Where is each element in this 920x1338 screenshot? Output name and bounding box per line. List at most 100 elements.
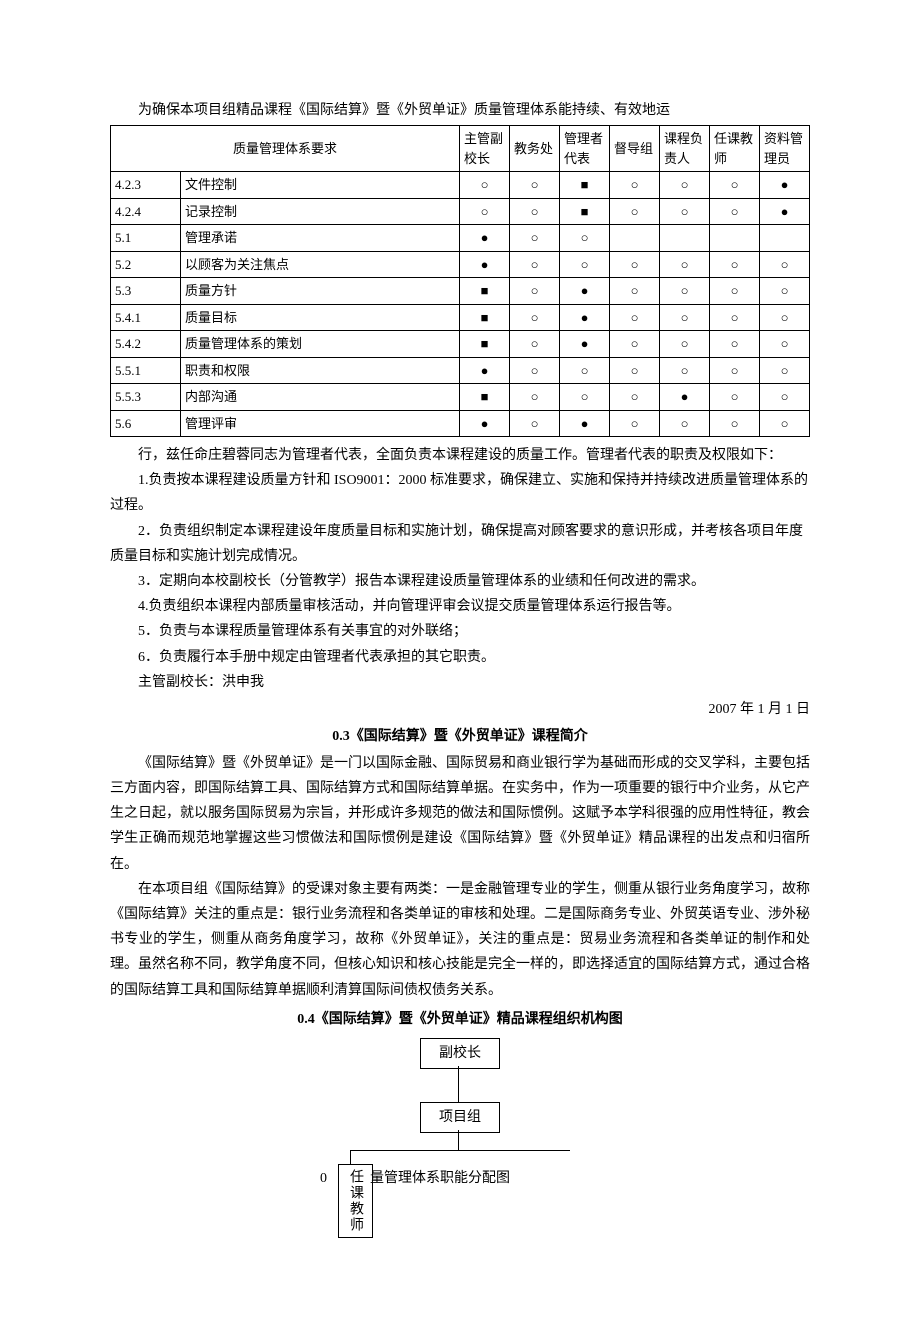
matrix-cell xyxy=(660,225,710,252)
table-row: 5.3质量方针■○●○○○○ xyxy=(111,278,810,305)
matrix-cell: ● xyxy=(760,198,810,225)
row-code: 4.2.3 xyxy=(111,172,181,199)
matrix-cell: ○ xyxy=(510,384,560,411)
row-code: 5.5.1 xyxy=(111,357,181,384)
matrix-cell: ○ xyxy=(710,410,760,437)
matrix-cell: ○ xyxy=(510,172,560,199)
table-row: 4.2.4记录控制○○■○○○● xyxy=(111,198,810,225)
matrix-cell: ○ xyxy=(760,357,810,384)
matrix-cell: ○ xyxy=(660,331,710,358)
col-1: 教务处 xyxy=(510,126,560,172)
row-name: 以顾客为关注焦点 xyxy=(181,251,460,278)
matrix-cell: ○ xyxy=(510,304,560,331)
org-left-num: 0 xyxy=(320,1168,327,1189)
matrix-cell: ○ xyxy=(510,198,560,225)
matrix-cell: ○ xyxy=(610,198,660,225)
matrix-cell: ○ xyxy=(510,278,560,305)
table-row: 5.2以顾客为关注焦点●○○○○○○ xyxy=(111,251,810,278)
matrix-cell: ○ xyxy=(510,251,560,278)
matrix-cell: ○ xyxy=(660,278,710,305)
row-name: 质量目标 xyxy=(181,304,460,331)
col-0: 主管副校长 xyxy=(460,126,510,172)
matrix-cell: ○ xyxy=(560,225,610,252)
matrix-cell: ○ xyxy=(510,357,560,384)
responsibility-matrix-table: 质量管理体系要求 主管副校长 教务处 管理者代表 督导组 课程负责人 任课教师 … xyxy=(110,125,810,437)
matrix-cell: ○ xyxy=(510,410,560,437)
after-p-3: 3．定期向本校副校长（分管教学）报告本课程建设质量管理体系的业绩和任何改进的需求… xyxy=(110,569,810,594)
org-box-mid: 项目组 xyxy=(420,1102,500,1133)
matrix-cell: ○ xyxy=(710,357,760,384)
matrix-cell xyxy=(610,225,660,252)
matrix-cell: ○ xyxy=(660,198,710,225)
row-name: 管理评审 xyxy=(181,410,460,437)
row-code: 5.4.1 xyxy=(111,304,181,331)
col-6: 资料管理员 xyxy=(760,126,810,172)
matrix-cell: ■ xyxy=(460,384,510,411)
matrix-cell: ○ xyxy=(760,278,810,305)
matrix-cell: ○ xyxy=(560,384,610,411)
org-box-top: 副校长 xyxy=(420,1038,500,1069)
row-code: 5.6 xyxy=(111,410,181,437)
matrix-cell: ● xyxy=(560,331,610,358)
table-row: 5.5.1职责和权限●○○○○○○ xyxy=(111,357,810,384)
date-line: 2007 年 1 月 1 日 xyxy=(110,699,810,720)
matrix-cell: ■ xyxy=(460,304,510,331)
matrix-cell xyxy=(760,225,810,252)
matrix-cell: ● xyxy=(460,225,510,252)
table-row: 5.4.2质量管理体系的策划■○●○○○○ xyxy=(111,331,810,358)
matrix-cell: ○ xyxy=(710,172,760,199)
org-chart: 副校长 项目组 0 任课教师 量管理体系职能分配图 xyxy=(280,1038,640,1298)
matrix-cell: ○ xyxy=(560,251,610,278)
row-name: 质量方针 xyxy=(181,278,460,305)
row-name: 质量管理体系的策划 xyxy=(181,331,460,358)
org-box-left: 任课教师 xyxy=(338,1164,373,1238)
matrix-cell: ○ xyxy=(710,331,760,358)
matrix-cell: ○ xyxy=(660,304,710,331)
matrix-cell: ● xyxy=(560,304,610,331)
row-code: 5.1 xyxy=(111,225,181,252)
matrix-cell: ○ xyxy=(710,278,760,305)
col-4: 课程负责人 xyxy=(660,126,710,172)
section-03-p2: 在本项目组《国际结算》的受课对象主要有两类：一是金融管理专业的学生，侧重从银行业… xyxy=(110,877,810,1003)
row-code: 4.2.4 xyxy=(111,198,181,225)
matrix-cell: ○ xyxy=(460,172,510,199)
after-p-2: 2．负责组织制定本课程建设年度质量目标和实施计划，确保提高对顾客要求的意识形成，… xyxy=(110,519,810,569)
matrix-cell xyxy=(710,225,760,252)
matrix-cell: ○ xyxy=(660,410,710,437)
matrix-cell: ○ xyxy=(510,225,560,252)
matrix-cell: ○ xyxy=(710,304,760,331)
intro-line: 为确保本项目组精品课程《国际结算》暨《外贸单证》质量管理体系能持续、有效地运 xyxy=(110,100,810,121)
matrix-body: 4.2.3文件控制○○■○○○●4.2.4记录控制○○■○○○●5.1管理承诺●… xyxy=(111,172,810,437)
col-5: 任课教师 xyxy=(710,126,760,172)
col-3: 督导组 xyxy=(610,126,660,172)
section-03-title: 0.3《国际结算》暨《外贸单证》课程简介 xyxy=(110,726,810,747)
matrix-cell: ○ xyxy=(760,410,810,437)
org-mid-caption: 量管理体系职能分配图 xyxy=(370,1168,510,1189)
matrix-cell: ○ xyxy=(660,251,710,278)
matrix-cell: ○ xyxy=(610,251,660,278)
matrix-cell: ○ xyxy=(510,331,560,358)
table-header-row: 质量管理体系要求 主管副校长 教务处 管理者代表 督导组 课程负责人 任课教师 … xyxy=(111,126,810,172)
matrix-cell: ● xyxy=(560,410,610,437)
after-p-7: 主管副校长：洪申我 xyxy=(110,670,810,695)
matrix-cell: ● xyxy=(460,410,510,437)
matrix-cell: ● xyxy=(560,278,610,305)
row-code: 5.2 xyxy=(111,251,181,278)
matrix-cell: ○ xyxy=(610,278,660,305)
matrix-cell: ○ xyxy=(610,304,660,331)
matrix-cell: ○ xyxy=(610,331,660,358)
table-row: 4.2.3文件控制○○■○○○● xyxy=(111,172,810,199)
matrix-cell: ○ xyxy=(560,357,610,384)
row-code: 5.3 xyxy=(111,278,181,305)
table-row: 5.4.1质量目标■○●○○○○ xyxy=(111,304,810,331)
matrix-cell: ■ xyxy=(460,331,510,358)
row-name: 文件控制 xyxy=(181,172,460,199)
section-03-p1: 《国际结算》暨《外贸单证》是一门以国际金融、国际贸易和商业银行学为基础而形成的交… xyxy=(110,751,810,877)
table-row: 5.6管理评审●○●○○○○ xyxy=(111,410,810,437)
row-code: 5.5.3 xyxy=(111,384,181,411)
matrix-cell: ○ xyxy=(760,331,810,358)
row-name: 管理承诺 xyxy=(181,225,460,252)
row-name: 记录控制 xyxy=(181,198,460,225)
matrix-cell: ○ xyxy=(610,172,660,199)
org-line-4 xyxy=(350,1150,351,1164)
